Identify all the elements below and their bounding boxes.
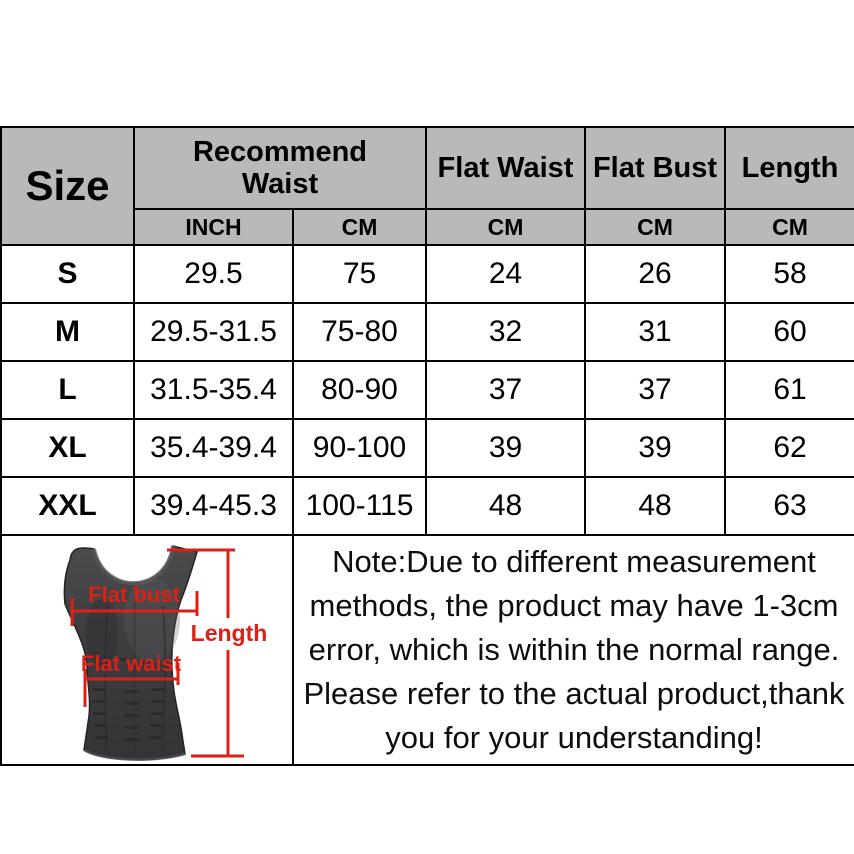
flat-bust-label: Flat bust <box>88 582 180 607</box>
cell-inch: 39.4-45.3 <box>133 476 294 536</box>
vest-measurement-figure: Flat bust Flat waist Length <box>63 545 267 761</box>
note-text: Note:Due to different measurement method… <box>303 543 845 756</box>
table-row-s: S 29.5 75 24 26 58 <box>0 244 854 304</box>
unit-cm-flat-bust: CM <box>584 208 726 246</box>
header-row-main: Size Recommend Waist Flat Waist Flat Bus… <box>0 126 854 246</box>
cell-flat-waist: 32 <box>425 302 586 362</box>
cell-flat-bust: 26 <box>584 244 726 304</box>
bottom-row: Flat bust Flat waist Length Note:Due to … <box>0 534 854 766</box>
note-cell: Note:Due to different measurement method… <box>292 534 854 766</box>
measurement-figure-cell: Flat bust Flat waist Length <box>0 534 294 766</box>
cell-inch: 35.4-39.4 <box>133 418 294 478</box>
cell-flat-bust: 39 <box>584 418 726 478</box>
header-size: Size <box>0 126 135 246</box>
header-row-units: INCH CM CM CM CM <box>1 208 854 246</box>
cell-flat-bust: 48 <box>584 476 726 536</box>
table-row-m: M 29.5-31.5 75-80 32 31 60 <box>0 302 854 362</box>
table-row-xxl: XXL 39.4-45.3 100-115 48 48 63 <box>0 476 854 536</box>
unit-cm-waist: CM <box>292 208 427 246</box>
cell-size: S <box>0 244 135 304</box>
cell-size: XL <box>0 418 135 478</box>
length-label: Length <box>191 620 268 646</box>
cell-cm: 75-80 <box>292 302 427 362</box>
table-row-xl: XL 35.4-39.4 90-100 39 39 62 <box>0 418 854 478</box>
cell-cm: 80-90 <box>292 360 427 420</box>
cell-flat-waist: 24 <box>425 244 586 304</box>
unit-cm-flat-waist: CM <box>425 208 586 246</box>
header-flat-waist: Flat Waist <box>425 126 586 210</box>
cell-flat-bust: 31 <box>584 302 726 362</box>
unit-cm-length: CM <box>724 208 854 246</box>
vest-illustration <box>63 545 198 761</box>
table-row-l: L 31.5-35.4 80-90 37 37 61 <box>0 360 854 420</box>
cell-length: 60 <box>724 302 854 362</box>
cell-inch: 29.5-31.5 <box>133 302 294 362</box>
unit-inch: INCH <box>133 208 294 246</box>
header-recommend-waist-label: Recommend Waist <box>192 135 368 200</box>
cell-length: 62 <box>724 418 854 478</box>
measurement-labels: Flat bust Flat waist Length <box>81 582 267 676</box>
cell-cm: 75 <box>292 244 427 304</box>
cell-size: XXL <box>0 476 135 536</box>
flat-waist-label: Flat waist <box>81 651 182 676</box>
cell-length: 61 <box>724 360 854 420</box>
cell-inch: 29.5 <box>133 244 294 304</box>
size-chart-container: Size Recommend Waist Flat Waist Flat Bus… <box>0 126 854 766</box>
cell-size: M <box>0 302 135 362</box>
cell-flat-bust: 37 <box>584 360 726 420</box>
cell-flat-waist: 48 <box>425 476 586 536</box>
cell-flat-waist: 39 <box>425 418 586 478</box>
cell-flat-waist: 37 <box>425 360 586 420</box>
cell-length: 58 <box>724 244 854 304</box>
header-recommend-waist: Recommend Waist <box>133 126 427 210</box>
cell-cm: 90-100 <box>292 418 427 478</box>
measurement-lines <box>70 548 244 758</box>
header-length: Length <box>724 126 854 210</box>
cell-cm: 100-115 <box>292 476 427 536</box>
size-chart-table: Size Recommend Waist Flat Waist Flat Bus… <box>0 126 854 766</box>
cell-inch: 31.5-35.4 <box>133 360 294 420</box>
header-flat-bust: Flat Bust <box>584 126 726 210</box>
cell-size: L <box>0 360 135 420</box>
cell-length: 63 <box>724 476 854 536</box>
